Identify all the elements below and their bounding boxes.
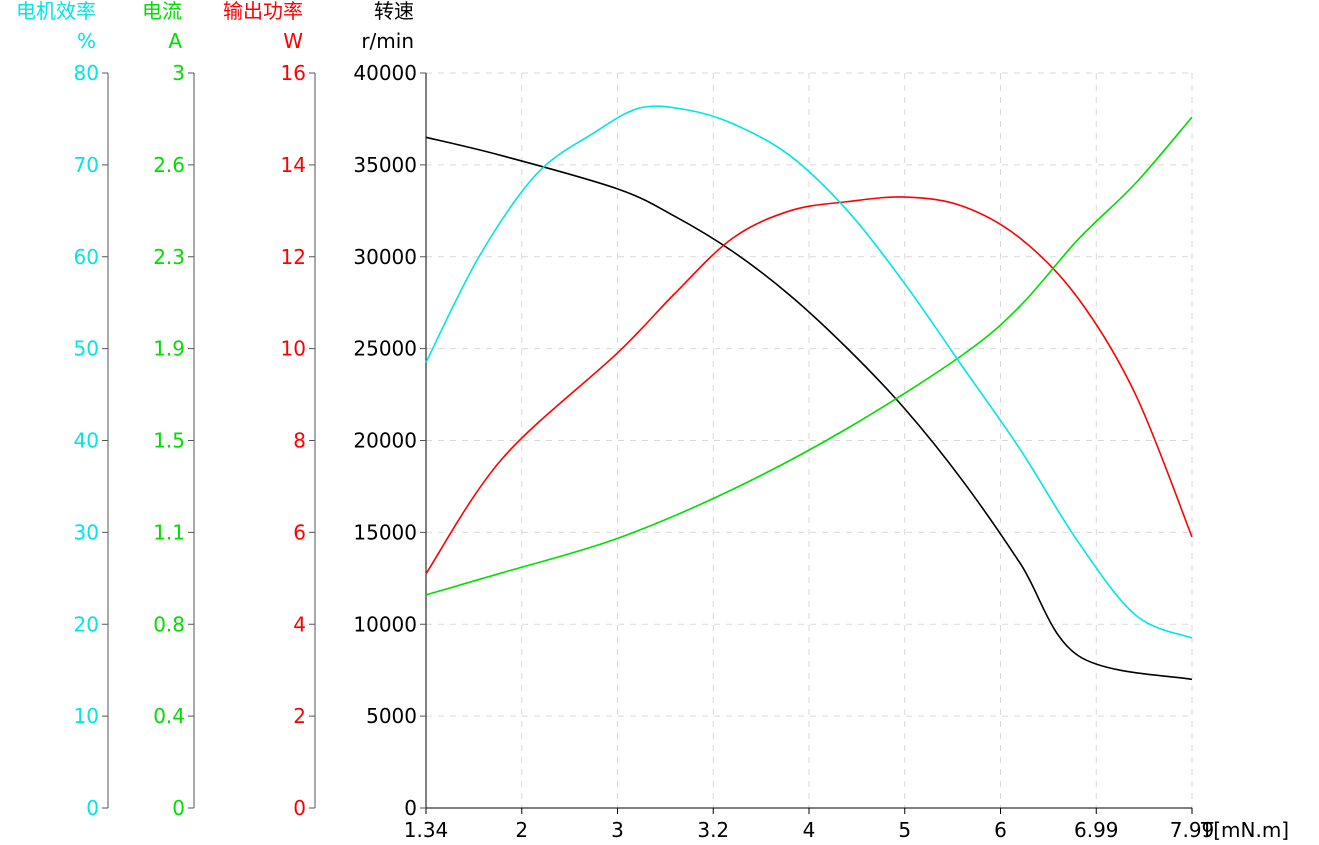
- speed-tick-label: 30000: [353, 245, 417, 269]
- x-tick-label: 7.99: [1170, 818, 1215, 842]
- speed-tick-label: 10000: [353, 612, 417, 636]
- current-tick-label: 1.5: [153, 429, 185, 453]
- current-tick-label: 1.9: [153, 337, 185, 361]
- speed-series-line: [425, 136, 1193, 681]
- efficiency-tick-label: 40: [74, 429, 99, 453]
- power-tick-label: 6: [293, 520, 306, 544]
- speed-axis-title: 转速: [374, 0, 414, 23]
- current-series-line: [425, 116, 1193, 596]
- x-tick-label: 1.34: [404, 818, 449, 842]
- power-series-line: [425, 196, 1193, 575]
- x-tick-label: 2: [515, 818, 528, 842]
- current-tick-label: 0: [172, 796, 185, 820]
- speed-tick-label: 0: [404, 796, 417, 820]
- efficiency-axis-title: 电机效率: [16, 0, 96, 23]
- power-axis-title: 输出功率: [223, 0, 303, 23]
- power-tick-label: 14: [281, 153, 306, 177]
- x-tick-label: 3.2: [697, 818, 729, 842]
- efficiency-tick-label: 30: [74, 520, 99, 544]
- power-tick-label: 8: [293, 429, 306, 453]
- x-tick-label: 4: [803, 818, 816, 842]
- power-tick-label: 2: [293, 704, 306, 728]
- current-tick-label: 1.1: [153, 520, 185, 544]
- efficiency-tick-label: 60: [74, 245, 99, 269]
- current-axis-title: 电流: [142, 0, 182, 23]
- current-tick-label: 3: [172, 61, 185, 85]
- efficiency-tick-label: 20: [74, 612, 99, 636]
- speed-tick-label: 40000: [353, 61, 417, 85]
- efficiency-tick-label: 70: [74, 153, 99, 177]
- power-tick-label: 12: [281, 245, 306, 269]
- x-axis-label: T[mN.m]: [1200, 818, 1289, 842]
- speed-tick-label: 20000: [353, 429, 417, 453]
- speed-tick-label: 15000: [353, 520, 417, 544]
- power-tick-label: 10: [281, 337, 306, 361]
- speed-tick-label: 5000: [366, 704, 417, 728]
- current-axis-unit: A: [168, 29, 182, 53]
- x-tick-label: 6: [994, 818, 1007, 842]
- efficiency-series-line: [425, 105, 1193, 639]
- power-tick-label: 0: [293, 796, 306, 820]
- x-tick-label: 5: [898, 818, 911, 842]
- efficiency-tick-label: 80: [74, 61, 99, 85]
- speed-tick-label: 25000: [353, 337, 417, 361]
- speed-axis-unit: r/min: [361, 29, 414, 53]
- speed-tick-label: 35000: [353, 153, 417, 177]
- x-tick-label: 6.99: [1074, 818, 1119, 842]
- current-tick-label: 2.6: [153, 153, 185, 177]
- power-axis-unit: W: [283, 29, 303, 53]
- current-tick-label: 0.8: [153, 612, 185, 636]
- x-tick-label: 3: [611, 818, 624, 842]
- efficiency-tick-label: 10: [74, 704, 99, 728]
- power-tick-label: 4: [293, 612, 306, 636]
- current-tick-label: 0.4: [153, 704, 185, 728]
- efficiency-tick-label: 50: [74, 337, 99, 361]
- efficiency-axis-unit: %: [77, 29, 96, 53]
- power-tick-label: 16: [281, 61, 306, 85]
- efficiency-tick-label: 0: [86, 796, 99, 820]
- current-tick-label: 2.3: [153, 245, 185, 269]
